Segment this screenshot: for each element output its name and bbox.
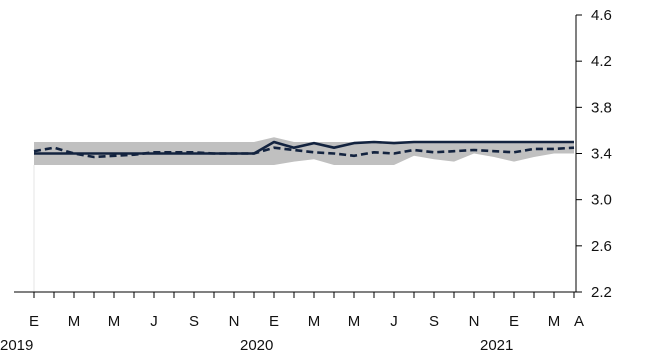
x-tick-label: E <box>29 313 39 330</box>
dashed-series-line <box>33 146 575 159</box>
y-tick-label: 2.6 <box>591 238 612 255</box>
x-tick-label: E <box>269 313 279 330</box>
x-tick-label: M <box>68 313 81 330</box>
x-tick-label: M <box>108 313 121 330</box>
y-tick-label: 2.2 <box>591 284 612 301</box>
year-label: 2019 <box>0 337 33 354</box>
x-tick-label: S <box>189 313 199 330</box>
solid-series-line <box>34 140 574 155</box>
x-tick-label: E <box>509 313 519 330</box>
year-label: 2021 <box>480 337 513 354</box>
x-tick-label: M <box>348 313 361 330</box>
range-band-layer <box>33 137 574 292</box>
x-tick-label: N <box>469 313 480 330</box>
year-label: 2020 <box>240 337 273 354</box>
range-band <box>34 137 574 165</box>
x-tick-label: J <box>150 313 158 330</box>
x-tick-label: A <box>574 313 584 330</box>
y-tick-label: 3.0 <box>591 192 612 209</box>
series-layer <box>33 140 575 159</box>
y-tick-label: 4.6 <box>591 7 612 24</box>
x-tick-label: M <box>308 313 321 330</box>
y-tick-label: 4.2 <box>591 53 612 70</box>
x-tick-label: J <box>390 313 398 330</box>
y-tick-label: 3.4 <box>591 146 612 163</box>
y-tick-label: 3.8 <box>591 99 612 116</box>
x-tick-label: S <box>429 313 439 330</box>
x-tick-label: M <box>548 313 561 330</box>
x-tick-label: N <box>229 313 240 330</box>
